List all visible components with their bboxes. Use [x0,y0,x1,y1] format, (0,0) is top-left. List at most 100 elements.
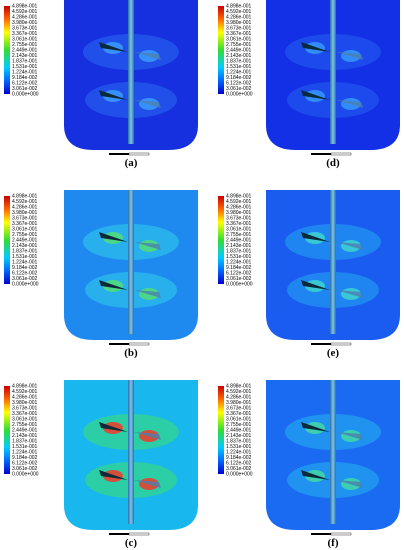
panel: 4.898e-0014.592e-0014.286e-0013.980e-001… [4,190,198,359]
colorbar-label: 4.286e-001 [226,394,252,400]
colorbar-label: 1.531e-001 [226,444,252,450]
scale-bar [109,343,129,345]
scale-bar [330,532,352,536]
colorbar-label: 3.367e-001 [226,31,252,37]
colorbar-label: 3.061e-001 [12,226,38,232]
colorbar-label: 4.286e-001 [12,394,38,400]
scale-bar [330,152,352,156]
blade [99,90,128,100]
colorbar-label: 6.122e-002 [226,80,252,86]
colorbar-label: 1.837e-001 [226,248,252,254]
colorbar-label: 9.184e-002 [12,265,38,271]
blade [99,470,128,480]
blade [301,90,330,100]
blade [134,242,161,250]
colorbar-label: 0.000e+000 [226,281,253,287]
colorbar-label: 9.184e-002 [226,455,252,461]
colorbar-label: 2.755e-001 [12,422,38,428]
blade [99,422,128,432]
scale-bar [128,152,150,156]
colorbar-label: 2.143e-001 [226,243,252,249]
colorbar-label: 2.143e-001 [226,433,252,439]
colorbar-label: 3.980e-001 [226,210,252,216]
colorbar-label: 4.286e-001 [226,14,252,20]
scale-bar [128,532,150,536]
colorbar-label: 3.980e-001 [226,20,252,26]
colorbar-label: 1.531e-001 [12,254,38,260]
colorbar-label: 4.592e-001 [226,199,252,205]
colorbar-label: 2.449e-001 [12,427,38,433]
colorbar [218,6,224,94]
colorbar-label: 2.755e-001 [12,232,38,238]
colorbar-label: 1.531e-001 [226,64,252,70]
blade [336,100,363,108]
colorbar-label: 4.592e-001 [226,389,252,395]
colorbar-label: 1.224e-001 [226,259,252,265]
colorbar-label: 2.449e-001 [226,237,252,243]
blade [301,42,330,52]
colorbar [4,6,10,94]
scale-bar [311,153,331,155]
colorbar-label: 6.122e-002 [226,270,252,276]
colorbar-label: 3.061e-002 [226,276,252,282]
colorbar [4,196,10,284]
scale-bar [109,153,129,155]
colorbar-label: 3.673e-001 [226,25,252,31]
panel: 4.898e-0014.592e-0014.286e-0013.980e-001… [4,0,198,169]
colorbar-label: 3.980e-001 [12,210,38,216]
panel-label: (a) [125,157,138,169]
blade [336,52,363,60]
colorbar-label: 4.592e-001 [12,389,38,395]
shaft [330,0,336,144]
colorbar-label: 4.898e-001 [226,383,252,389]
panel-label: (b) [124,347,138,359]
colorbar-label: 0.000e+000 [226,91,253,97]
colorbar-label: 1.224e-001 [12,259,38,265]
colorbar-label: 1.837e-001 [12,438,38,444]
blade [336,432,363,440]
colorbar-label: 4.898e-001 [226,3,252,9]
colorbar-label: 2.755e-001 [226,42,252,48]
colorbar-label: 2.143e-001 [12,243,38,249]
scale-bar [109,533,129,535]
colorbar-label: 4.898e-001 [12,193,38,199]
colorbar-label: 1.531e-001 [12,64,38,70]
colorbar-label: 6.122e-002 [12,270,38,276]
panel: 4.898e-0014.592e-0014.286e-0013.980e-001… [218,0,400,169]
colorbar-label: 2.755e-001 [12,42,38,48]
colorbar-label: 1.224e-001 [12,69,38,75]
panel-label: (d) [326,157,340,169]
colorbar-label: 1.224e-001 [226,449,252,455]
scale-bar [311,343,331,345]
colorbar-label: 0.000e+000 [12,281,39,287]
blade [134,480,161,488]
colorbar-label: 1.531e-001 [226,254,252,260]
panel-label: (c) [125,537,138,549]
colorbar-label: 9.184e-002 [12,455,38,461]
colorbar-label: 0.000e+000 [226,471,253,477]
colorbar-label: 3.061e-002 [12,276,38,282]
colorbar-label: 3.367e-001 [12,411,38,417]
colorbar-label: 1.224e-001 [12,449,38,455]
colorbar-label: 1.224e-001 [226,69,252,75]
colorbar-label: 4.592e-001 [226,9,252,15]
colorbar-label: 4.898e-001 [12,383,38,389]
colorbar-label: 3.980e-001 [226,400,252,406]
scale-bar [311,533,331,535]
colorbar-label: 2.449e-001 [226,427,252,433]
colorbar-label: 3.061e-001 [12,36,38,42]
colorbar-label: 3.673e-001 [12,25,38,31]
scale-bar [128,342,150,346]
colorbar-label: 2.449e-001 [226,47,252,53]
blade [336,242,363,250]
blade [336,480,363,488]
colorbar-label: 4.592e-001 [12,9,38,15]
blade [336,290,363,298]
colorbar-label: 3.673e-001 [226,215,252,221]
colorbar-label: 4.286e-001 [12,204,38,210]
colorbar-label: 3.673e-001 [226,405,252,411]
shaft [330,190,336,334]
colorbar-label: 3.061e-001 [12,416,38,422]
colorbar-label: 3.061e-001 [226,416,252,422]
